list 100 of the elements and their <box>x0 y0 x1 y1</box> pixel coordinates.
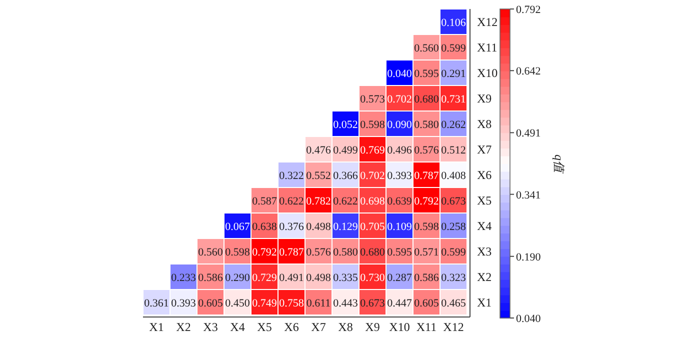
y-tick-label: X10 <box>477 66 498 80</box>
data-label: 0.499 <box>333 144 358 156</box>
data-label: 0.576 <box>414 144 440 156</box>
data-label: 0.638 <box>252 220 278 233</box>
y-tick-label: X8 <box>477 116 492 131</box>
data-label: 0.258 <box>441 220 466 233</box>
color-bar-label: 0.341 <box>516 189 541 202</box>
data-label: 0.587 <box>252 195 278 208</box>
data-label: 0.698 <box>360 195 386 208</box>
data-label: 0.322 <box>279 170 304 182</box>
x-tick-label: X8 <box>338 320 353 334</box>
color-bar-label: 0.642 <box>516 66 541 78</box>
y-tick-label: X3 <box>477 244 492 258</box>
x-tick-label: X6 <box>284 320 299 334</box>
data-label: 0.361 <box>144 297 169 310</box>
data-label: 0.599 <box>441 246 466 258</box>
data-label: 0.067 <box>225 220 250 233</box>
y-tick-label: X1 <box>477 295 492 310</box>
data-label: 0.552 <box>306 170 331 182</box>
data-label: 0.233 <box>171 272 196 284</box>
data-label: 0.792 <box>252 246 277 258</box>
data-label: 0.376 <box>279 220 304 233</box>
data-label: 0.287 <box>387 272 412 284</box>
data-label: 0.787 <box>414 170 440 182</box>
x-tick-label: X12 <box>443 320 464 334</box>
y-tick-label: X12 <box>477 14 498 29</box>
data-label: 0.605 <box>198 297 224 310</box>
data-label: 0.576 <box>306 246 332 258</box>
data-label: 0.622 <box>333 195 358 208</box>
data-label: 0.782 <box>306 195 331 208</box>
data-label: 0.598 <box>360 118 386 131</box>
data-label: 0.262 <box>441 118 466 131</box>
data-label: 0.393 <box>171 297 196 310</box>
data-label: 0.335 <box>333 272 358 284</box>
x-tick-label: X4 <box>230 320 245 334</box>
data-label: 0.758 <box>279 297 304 310</box>
data-label: 0.680 <box>360 246 386 258</box>
data-label: 0.573 <box>360 93 386 106</box>
data-label: 0.512 <box>441 144 466 156</box>
data-label: 0.769 <box>360 144 386 156</box>
y-tick-label: X6 <box>477 168 492 182</box>
y-tick-label: X2 <box>477 270 492 284</box>
x-tick-label: X10 <box>389 320 410 334</box>
data-label: 0.580 <box>333 246 358 258</box>
data-label: 0.605 <box>414 297 440 310</box>
data-label: 0.291 <box>441 68 466 80</box>
data-label: 0.090 <box>387 118 412 131</box>
x-tick-label: X2 <box>176 320 191 334</box>
data-label: 0.598 <box>225 246 250 258</box>
data-label: 0.622 <box>279 195 304 208</box>
data-label: 0.498 <box>306 220 332 233</box>
data-label: 0.702 <box>387 93 412 106</box>
color-bar-label: 0.491 <box>516 128 541 140</box>
data-label: 0.673 <box>360 297 386 310</box>
x-tick-label: X3 <box>203 320 218 334</box>
data-label: 0.595 <box>414 68 440 80</box>
y-tick-label: X4 <box>477 218 492 233</box>
data-label: 0.673 <box>441 195 466 208</box>
data-label: 0.571 <box>414 246 439 258</box>
data-label: 0.052 <box>333 118 358 131</box>
data-label: 0.498 <box>306 272 332 284</box>
x-tick-label: X1 <box>149 320 164 334</box>
color-bar-label: 0.190 <box>516 251 542 264</box>
color-bar-label: 0.040 <box>516 313 542 325</box>
y-tick-label: X7 <box>477 142 492 156</box>
y-tick-label: X5 <box>477 193 492 208</box>
data-label: 0.787 <box>279 246 304 258</box>
y-tick-label: X9 <box>477 91 492 106</box>
data-label: 0.450 <box>225 297 250 310</box>
data-label: 0.109 <box>387 220 412 233</box>
color-bar-label: 0.792 <box>516 4 541 16</box>
data-label: 0.731 <box>441 93 466 106</box>
data-label: 0.106 <box>441 16 466 29</box>
data-label: 0.496 <box>387 144 412 156</box>
data-label: 0.599 <box>441 42 466 54</box>
data-label: 0.586 <box>198 272 224 284</box>
data-label: 0.465 <box>441 297 466 310</box>
x-tick-label: X9 <box>365 320 380 334</box>
data-label: 0.366 <box>333 170 358 182</box>
data-label: 0.598 <box>414 220 440 233</box>
data-label: 0.491 <box>279 272 304 284</box>
data-label: 0.729 <box>252 272 278 284</box>
x-tick-label: X11 <box>416 320 437 334</box>
data-label: 0.680 <box>414 93 440 106</box>
x-tick-label: X7 <box>311 320 326 334</box>
data-label: 0.586 <box>414 272 440 284</box>
data-label: 0.595 <box>387 246 412 258</box>
data-label: 0.447 <box>387 297 412 310</box>
data-label: 0.443 <box>333 297 358 310</box>
data-label: 0.476 <box>306 144 332 156</box>
data-label: 0.611 <box>306 297 331 310</box>
data-label: 0.560 <box>414 42 440 54</box>
data-label: 0.040 <box>387 68 412 80</box>
data-label: 0.129 <box>333 220 358 233</box>
data-label: 0.730 <box>360 272 386 284</box>
data-label: 0.702 <box>360 170 385 182</box>
color-bar-title: q值 <box>552 154 566 174</box>
data-label: 0.560 <box>198 246 224 258</box>
data-label: 0.580 <box>414 118 440 131</box>
data-label: 0.639 <box>387 195 412 208</box>
